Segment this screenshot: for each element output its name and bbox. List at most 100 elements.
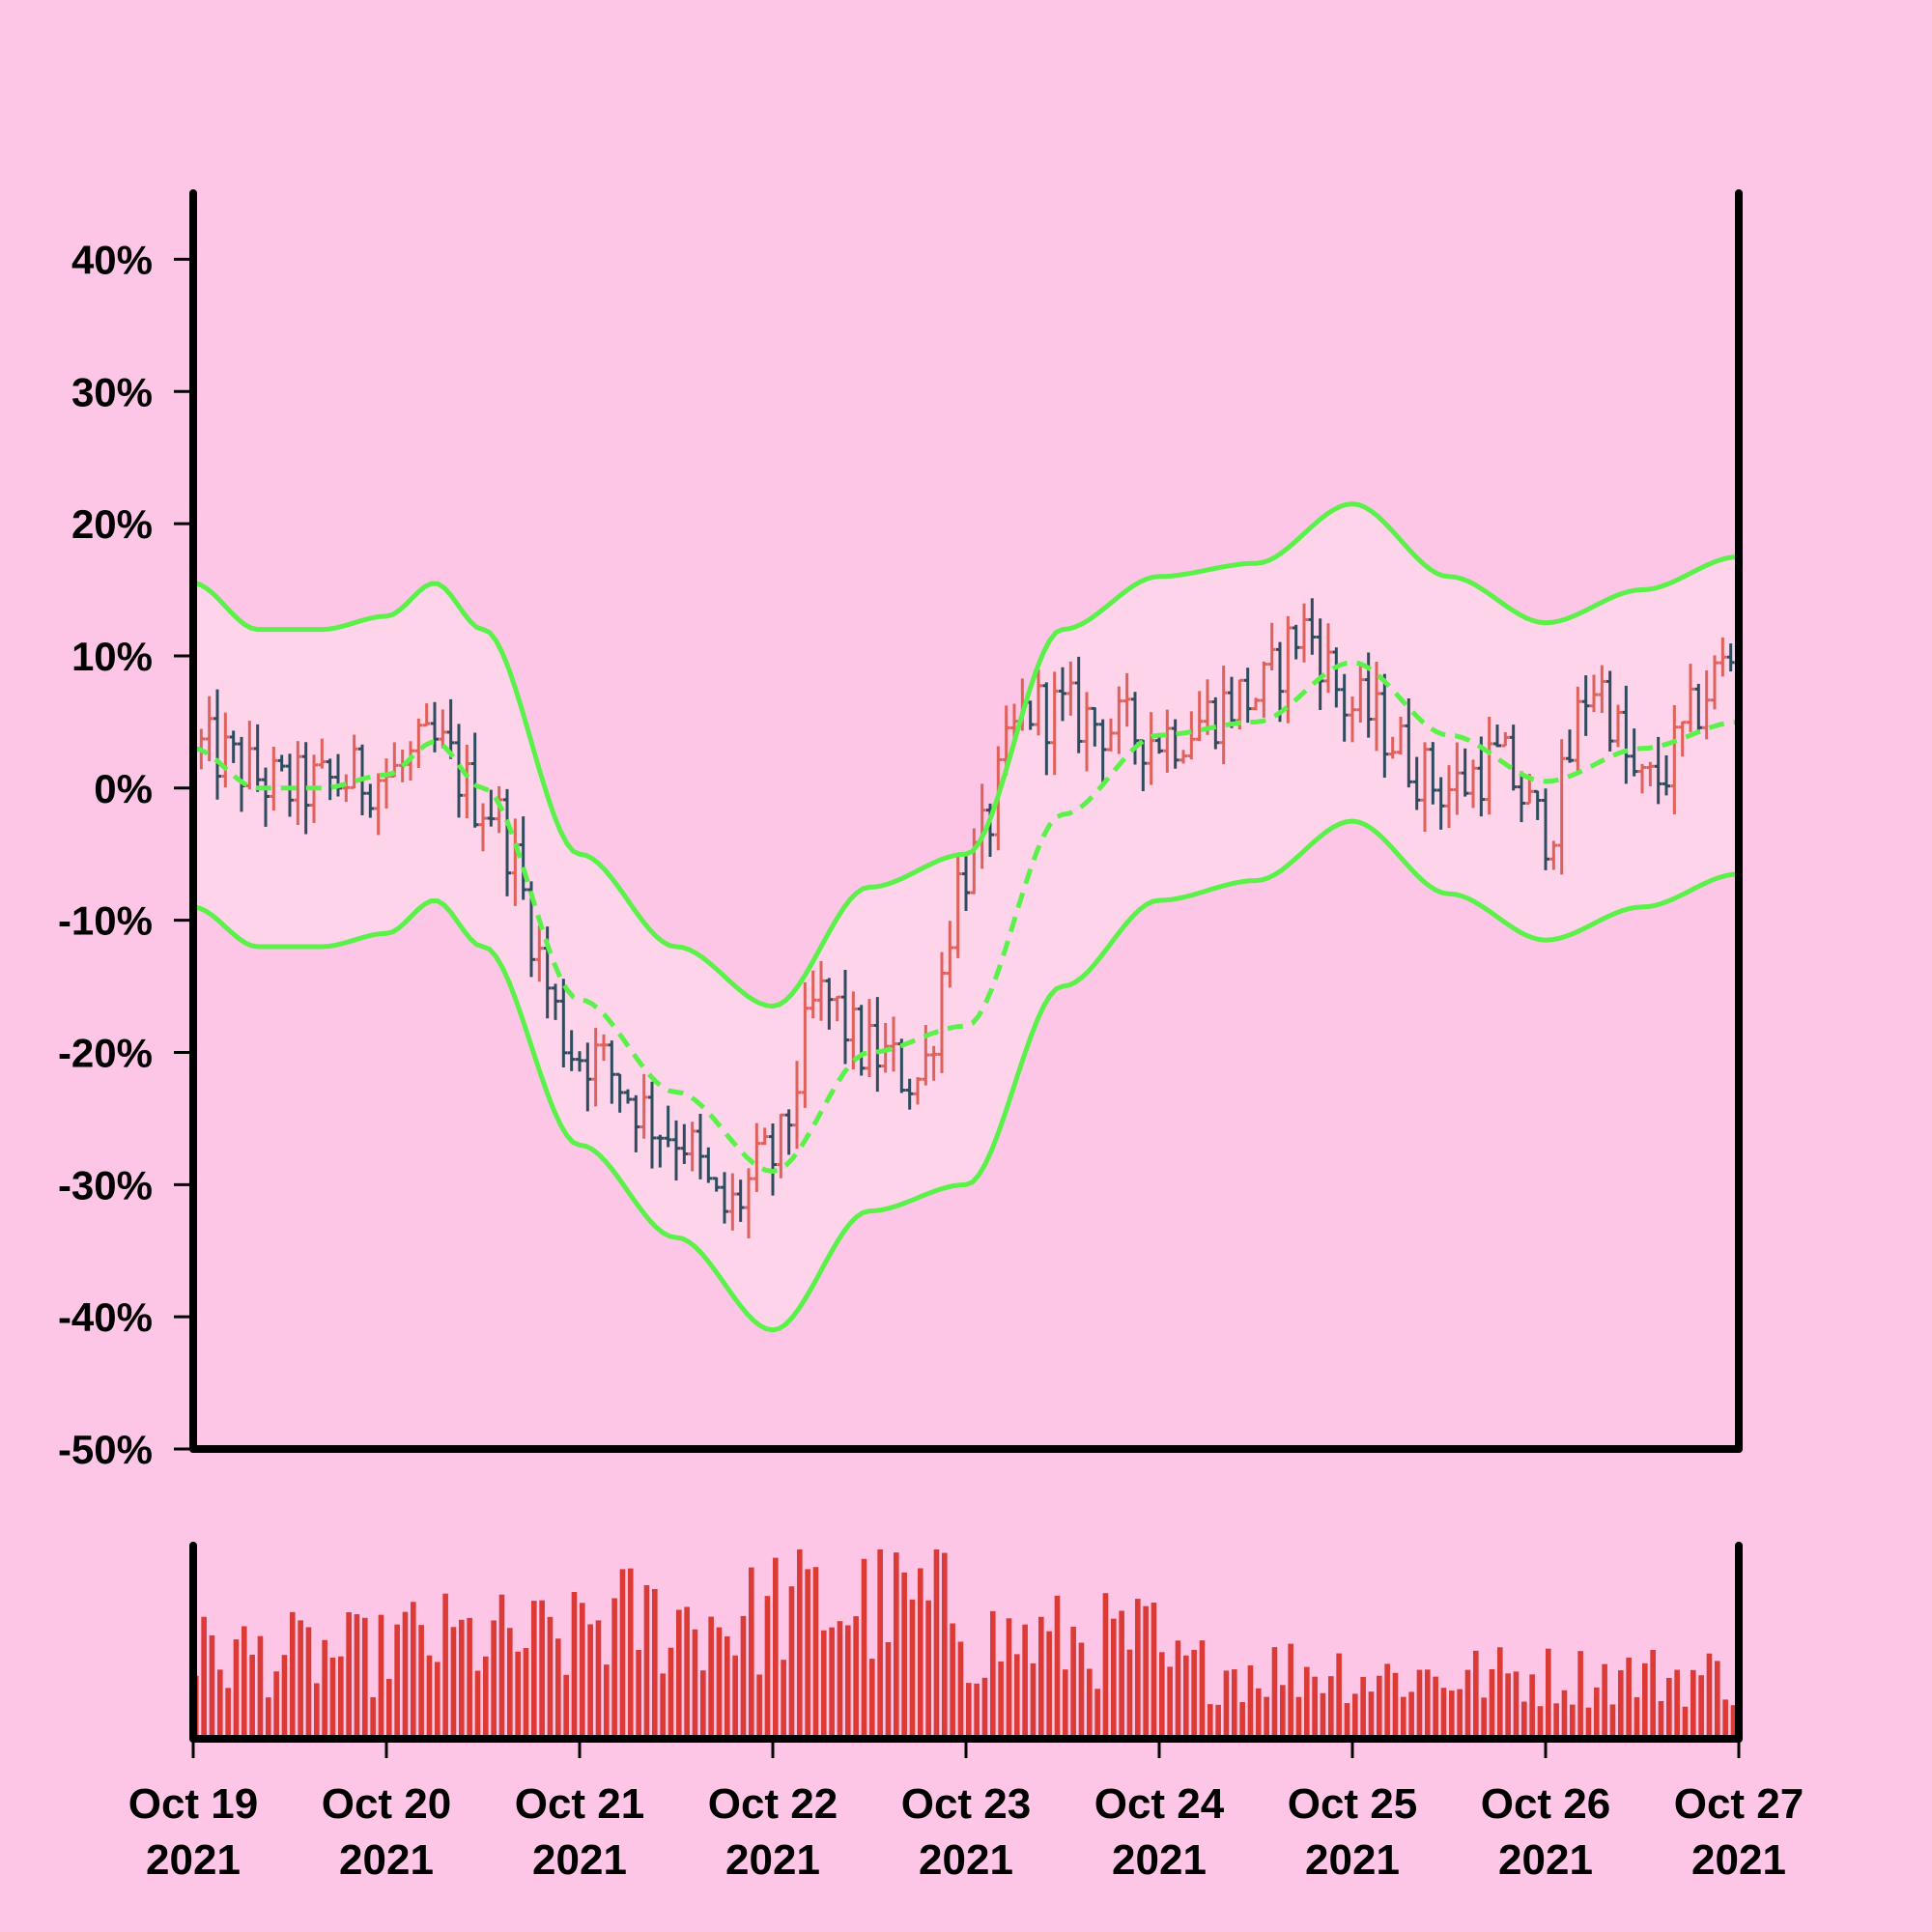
volume-bar [829, 1627, 835, 1739]
volume-bar [1288, 1643, 1293, 1739]
ohlc-bar [1243, 668, 1252, 724]
volume-bar [708, 1616, 714, 1739]
ohlc-bar [849, 991, 858, 1069]
ohlc-bar [1581, 675, 1590, 736]
volume-bar [692, 1629, 698, 1739]
x-tick-label-day: Oct 22 [708, 1780, 838, 1828]
x-tick-label-day: Oct 27 [1674, 1780, 1804, 1828]
volume-bar [362, 1617, 368, 1739]
volume-bar [974, 1683, 980, 1739]
ohlc-bar [366, 783, 375, 818]
volume-bar [861, 1558, 867, 1739]
volume-bar [1046, 1631, 1052, 1739]
volume-bar [1706, 1653, 1713, 1739]
volume-bar [338, 1656, 344, 1739]
ohlc-bar [1711, 655, 1719, 710]
volume-bar [201, 1616, 207, 1739]
ohlc-bar [1204, 679, 1211, 735]
volume-bar [740, 1615, 747, 1739]
x-tick-label-day: Oct 23 [901, 1780, 1032, 1828]
volume-bar [273, 1671, 279, 1739]
x-tick-label-year: 2021 [1498, 1836, 1593, 1884]
ohlc-bar [728, 1173, 737, 1231]
ohlc-bar [1195, 691, 1204, 742]
ohlc-bar [1501, 731, 1510, 748]
ohlc-bar [817, 960, 825, 1021]
volume-bar [370, 1696, 376, 1739]
ohlc-bar [1622, 685, 1631, 784]
ohlc-bar [801, 981, 810, 1108]
ohlc-bar [953, 853, 962, 958]
ohlc-bar [1702, 670, 1711, 740]
volume-bar [756, 1674, 762, 1739]
volume-bar [1464, 1669, 1471, 1739]
volume-bar [1304, 1666, 1310, 1739]
volume-bar [652, 1588, 658, 1739]
volume-bar [1433, 1676, 1438, 1739]
volume-bar [257, 1635, 264, 1739]
volume-bar [1344, 1703, 1350, 1739]
ohlc-bar [262, 767, 270, 827]
volume-bar [684, 1606, 690, 1739]
volume-bar [1481, 1697, 1487, 1739]
volume-bar [812, 1567, 819, 1739]
ohlc-bar [559, 979, 568, 1067]
ohlc-bar [833, 995, 841, 1022]
y-tick-label: -10% [58, 898, 153, 944]
volume-bar [563, 1674, 569, 1739]
ohlc-bar [1574, 686, 1582, 776]
volume-bar [805, 1569, 810, 1739]
ohlc-bar [1091, 706, 1099, 747]
y-tick-label: 30% [71, 369, 153, 414]
volume-bar [1489, 1669, 1495, 1739]
ohlc-bar [1260, 661, 1268, 718]
ohlc-bar [1059, 667, 1066, 722]
volume-bar [660, 1673, 666, 1739]
volume-bar [1457, 1689, 1463, 1739]
ohlc-bar [495, 785, 503, 834]
ohlc-bar [656, 1134, 665, 1168]
x-tick-label-day: Oct 26 [1481, 1780, 1611, 1828]
volume-bar [700, 1670, 706, 1739]
volume-bar [604, 1664, 610, 1739]
volume-bar [523, 1648, 529, 1739]
ohlc-bar [841, 970, 849, 1065]
ohlc-bar [390, 742, 399, 779]
volume-bar [1102, 1593, 1109, 1739]
volume-bar [1416, 1669, 1423, 1739]
ohlc-bar [890, 1016, 897, 1072]
ohlc-bar [1678, 721, 1687, 757]
volume-bar [1054, 1595, 1061, 1739]
volume-bars [193, 1549, 1737, 1739]
volume-bar [1585, 1707, 1592, 1739]
volume-bar [1440, 1688, 1447, 1739]
volume-bar [354, 1614, 360, 1739]
volume-bar [1730, 1705, 1737, 1739]
ohlc-bar [446, 698, 455, 759]
price-panel: 40% 30% 20% 10% 0% -10% -20% -30% -40% -50% [58, 189, 1743, 1472]
ohlc-bar [648, 1081, 656, 1169]
volume-bar [346, 1611, 352, 1739]
ohlc-bar [1549, 840, 1558, 870]
volume-bar [418, 1625, 424, 1739]
volume-bar [1561, 1690, 1568, 1739]
volume-bar [1570, 1704, 1576, 1739]
ohlc-bar [1179, 750, 1187, 764]
volume-bar [998, 1662, 1004, 1739]
price-axes [189, 189, 1743, 1453]
y-tick-label: 0% [94, 766, 153, 811]
ohlc-bar [672, 1120, 680, 1181]
ohlc-bar [745, 1168, 753, 1238]
volume-bar [1513, 1671, 1520, 1739]
ohlc-bar [1380, 673, 1389, 779]
volume-bar [1505, 1673, 1511, 1739]
x-tick-label-year: 2021 [1691, 1836, 1786, 1884]
volume-bar [1609, 1704, 1616, 1739]
ohlc-bar [1726, 643, 1735, 672]
volume-bar [1328, 1676, 1334, 1739]
ohlc-bar [696, 1114, 704, 1179]
volume-bar [1715, 1661, 1720, 1739]
ohlc-bar [1670, 704, 1679, 814]
ohlc-bar [1219, 666, 1228, 765]
ohlc-bar [1654, 736, 1662, 805]
